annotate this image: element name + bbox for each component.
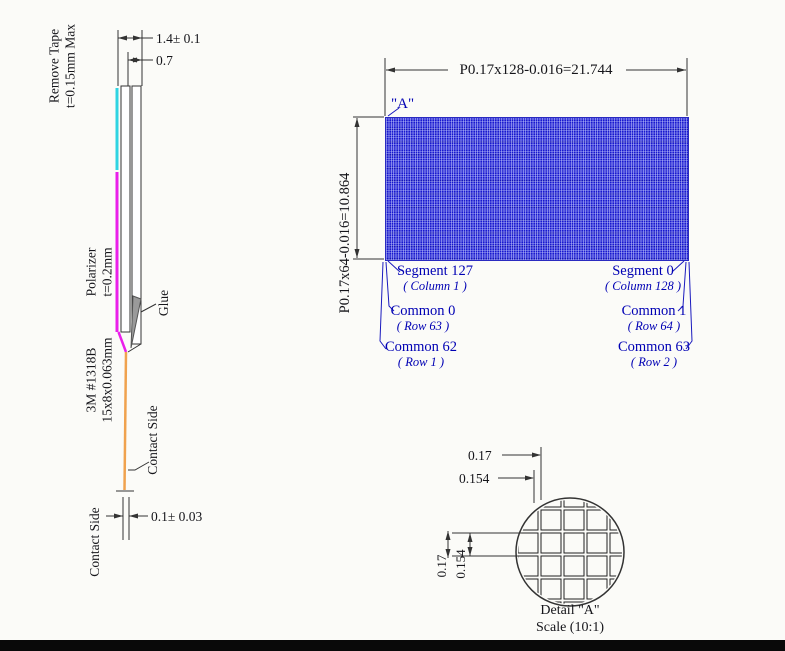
terminal-name: Segment 0 bbox=[612, 263, 674, 279]
detail-caption: Detail "A" Scale (10:1) bbox=[536, 603, 604, 636]
adhesive-line2: 15x8x0.063mm bbox=[100, 337, 115, 423]
remove-tape-line2: t=0.15mm Max bbox=[63, 23, 78, 109]
terminal-sub: ( Row 2 ) bbox=[630, 354, 678, 369]
dimension-arrowheads bbox=[114, 35, 686, 558]
remove-tape-label: Remove Tape t=0.15mm Max bbox=[47, 24, 80, 108]
contact-side-upper-label: Contact Side bbox=[144, 405, 160, 475]
terminal-sub: ( Column 1 ) bbox=[403, 278, 467, 293]
adhesive-line1: 3M #1318B bbox=[83, 347, 99, 413]
adhesive-label: 3M #1318B 15x8x0.063mm bbox=[84, 337, 117, 422]
bottom-divider-bar bbox=[0, 640, 785, 651]
active-area-height-dimension: P0.17x64-0.016=10.864 bbox=[337, 172, 354, 314]
fpc-trace bbox=[123, 351, 128, 491]
terminal-label-common-62: Common 62 ( Row 1 ) bbox=[382, 339, 460, 369]
terminal-label-common-63: Common 63 ( Row 2 ) bbox=[614, 339, 694, 369]
glass-plate-front bbox=[131, 85, 142, 345]
pixel-dot-h-dimension: 0.154 bbox=[459, 471, 490, 486]
polarizer-layer bbox=[115, 172, 119, 332]
terminal-sub: ( Row 1 ) bbox=[397, 354, 445, 369]
glue-label: Glue bbox=[155, 289, 171, 317]
active-area-width-dimension: P0.17x128-0.016=21.744 bbox=[459, 62, 613, 78]
terminal-name: Common 62 bbox=[384, 339, 458, 355]
terminal-name: Common 0 bbox=[390, 303, 456, 319]
polarizer-tail bbox=[117, 331, 128, 353]
detail-caption-line2: Scale (10:1) bbox=[535, 619, 605, 635]
pixel-grid bbox=[518, 500, 622, 604]
lcd-active-area bbox=[385, 117, 689, 261]
detail-a-marker: "A" bbox=[391, 96, 415, 112]
detail-circle bbox=[515, 497, 625, 607]
terminal-label-common-0: Common 0 ( Row 63 ) bbox=[388, 303, 458, 333]
terminal-name: Common 63 bbox=[617, 339, 691, 355]
glue-wedge bbox=[130, 295, 142, 349]
fpc-thickness-dimension: 0.1± 0.03 bbox=[151, 509, 203, 524]
total-thickness-dimension: 1.4± 0.1 bbox=[156, 31, 201, 46]
remove-tape-layer bbox=[115, 88, 119, 170]
terminal-name: Common 1 bbox=[621, 303, 687, 319]
terminal-label-common-1: Common 1 ( Row 64 ) bbox=[618, 303, 690, 333]
terminal-name: Segment 127 bbox=[396, 263, 474, 279]
detail-caption-line1: Detail "A" bbox=[540, 603, 600, 618]
terminal-sub: ( Row 64 ) bbox=[627, 318, 681, 333]
remove-tape-line1: Remove Tape bbox=[46, 28, 62, 104]
terminal-label-segment-127: Segment 127 ( Column 1 ) bbox=[392, 263, 478, 293]
glass-plate-rear bbox=[120, 85, 131, 333]
polarizer-line1: Polarizer bbox=[83, 247, 99, 297]
contact-side-lower-label: Contact Side bbox=[86, 507, 102, 577]
cross-section bbox=[115, 85, 142, 491]
pixel-pitch-h-dimension: 0.17 bbox=[468, 448, 492, 463]
glass-thickness-dimension: 0.7 bbox=[156, 53, 173, 68]
polarizer-line2: t=0.2mm bbox=[100, 247, 115, 297]
terminal-sub: ( Row 63 ) bbox=[396, 318, 450, 333]
terminal-sub: ( Column 128 ) bbox=[604, 278, 682, 293]
terminal-leader-lines bbox=[379, 107, 693, 350]
polarizer-label: Polarizer t=0.2mm bbox=[84, 247, 117, 296]
pixel-dot-v-dimension: 0.154 bbox=[453, 549, 469, 579]
pixel-pitch-v-dimension: 0.17 bbox=[434, 554, 450, 578]
terminal-label-segment-0: Segment 0 ( Column 128 ) bbox=[602, 263, 684, 293]
